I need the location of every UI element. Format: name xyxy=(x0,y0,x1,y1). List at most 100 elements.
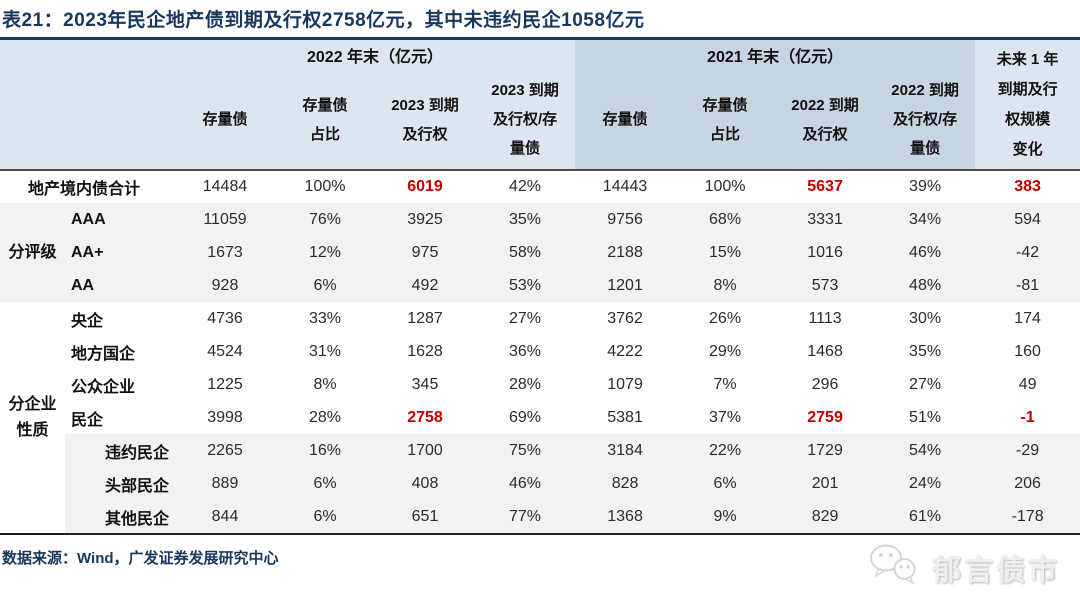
table-cell: 206 xyxy=(975,467,1080,500)
table-cell: 39% xyxy=(909,178,942,195)
table-cell: 2265 xyxy=(175,434,275,467)
table-cell: 3184 xyxy=(575,434,676,467)
table-row: AA 928 6% 492 53% 1201 8% 573 48% -81 xyxy=(0,269,1080,302)
table-cell: 54% xyxy=(875,434,976,467)
row-label: 头部民企 xyxy=(65,467,175,500)
table-row: 公众企业 1225 8% 345 28% 1079 7% 296 27% 49 xyxy=(0,368,1080,401)
table-cell: 1016 xyxy=(775,236,876,269)
table-row: AA+ 1673 12% 975 58% 2188 15% 1016 46% -42 xyxy=(0,236,1080,269)
table-cell: 6% xyxy=(275,500,375,533)
table-cell: 1673 xyxy=(175,236,275,269)
table-cell: 34% xyxy=(875,203,976,236)
column-header: 存量债 xyxy=(175,70,275,171)
table-cell: 1225 xyxy=(207,375,243,393)
table-cell: 201 xyxy=(775,467,876,500)
watermark-text: 郁言债市 xyxy=(931,554,1060,587)
column-header: 2022 到期 及行权/存 量债 xyxy=(875,70,976,171)
table-cell: 4524 xyxy=(207,342,243,360)
table-cell: 27% xyxy=(509,309,542,327)
table-header: 2022 年末（亿元） 2021 年末（亿元） 未来 1 年到期及行 权规模 变化 … xyxy=(0,40,1080,171)
table-cell: 1079 xyxy=(607,375,643,393)
column-header: 存量债 xyxy=(575,70,676,171)
watermark: 郁言债市 xyxy=(866,543,1070,592)
table-cell: 24% xyxy=(875,467,976,500)
table-cell: 1287 xyxy=(407,309,443,327)
table-cell: 15% xyxy=(675,236,776,269)
table-cell: 2758 xyxy=(407,408,443,426)
table-cell: 42% xyxy=(509,178,542,195)
table-cell: 46% xyxy=(475,467,576,500)
table-cell: 11059 xyxy=(175,203,275,236)
row-label: 公众企业 xyxy=(71,378,136,396)
table-cell: -81 xyxy=(975,269,1080,302)
table-cell: 12% xyxy=(275,236,375,269)
table-cell: 51% xyxy=(909,408,942,426)
table-cell: 5381 xyxy=(607,408,643,426)
table-cell: 28% xyxy=(308,408,342,426)
table-cell: 48% xyxy=(875,269,976,302)
table-row: 民企 3998 28% 2758 69% 5381 37% 2759 51% -1 xyxy=(0,401,1080,434)
table-cell: 829 xyxy=(775,500,876,533)
row-label: 央企 xyxy=(71,312,104,330)
table-cell: 16% xyxy=(275,434,375,467)
table-cell: 3925 xyxy=(375,203,475,236)
table-cell: 889 xyxy=(175,467,275,500)
table-cell: 1628 xyxy=(407,342,443,360)
table-cell: 36% xyxy=(509,342,542,360)
table-bottom-divider xyxy=(0,533,1080,535)
table-cell: 844 xyxy=(175,500,275,533)
table-row: 违约民企 2265 16% 1700 75% 3184 22% 1729 54% -29 xyxy=(0,434,1080,467)
table-cell: 61% xyxy=(875,500,976,533)
table-cell: 3762 xyxy=(607,309,643,327)
column-header: 2022 到期 及行权 xyxy=(775,70,876,171)
table-cell: 492 xyxy=(375,269,475,302)
table-cell: 1729 xyxy=(775,434,876,467)
table-cell: 27% xyxy=(909,375,942,393)
table-row: 其他民企 844 6% 651 77% 1368 9% 829 61% -178 xyxy=(0,500,1080,533)
table-cell: 928 xyxy=(175,269,275,302)
table-cell: 100% xyxy=(304,178,346,195)
table-cell: 5637 xyxy=(807,178,843,195)
table-cell: -178 xyxy=(975,500,1080,533)
row-group-label: 分企业 性质 xyxy=(0,302,65,533)
table-cell: 408 xyxy=(375,467,475,500)
table-cell: 828 xyxy=(575,467,676,500)
table-cell: 6% xyxy=(675,467,776,500)
table-cell: 594 xyxy=(975,203,1080,236)
title-divider xyxy=(0,37,1080,40)
row-label: 地方国企 xyxy=(71,345,136,363)
table-cell: 35% xyxy=(475,203,576,236)
table-cell: 14443 xyxy=(602,178,648,195)
row-label: 地产境内债合计 xyxy=(28,181,141,198)
header-group-2022: 2022 年末（亿元） xyxy=(175,40,576,70)
table-cell: 58% xyxy=(475,236,576,269)
table-cell: 69% xyxy=(509,408,542,426)
table-body: 地产境内债合计 14484 100% 6019 42% 14443 100% 5637 39% 3… xyxy=(0,170,1080,533)
table-cell: 1201 xyxy=(575,269,676,302)
table-cell: 8% xyxy=(675,269,776,302)
table-cell: -29 xyxy=(975,434,1080,467)
column-header: 存量债 占比 xyxy=(275,70,375,171)
table-cell: 651 xyxy=(375,500,475,533)
table-cell: 2759 xyxy=(807,408,843,426)
table-row: 分企业 性质 央企 4736 33% 1287 27% 3762 26% 1113 30% 174 xyxy=(0,302,1080,533)
table-cell: 160 xyxy=(1014,342,1041,360)
table-cell: 29% xyxy=(709,342,742,360)
table-cell: -42 xyxy=(975,236,1080,269)
header-change-column: 未来 1 年到期及行 权规模 变化 xyxy=(975,40,1080,171)
table-cell: 9% xyxy=(675,500,776,533)
table-cell: 975 xyxy=(375,236,475,269)
header-corner xyxy=(0,40,175,171)
table-row: 分评级 AAA 11059 76% 3925 35% 9756 68% 3331 34% 594 xyxy=(0,203,1080,302)
table-cell: 345 xyxy=(411,375,439,393)
table-cell: 9756 xyxy=(575,203,676,236)
table-cell: 296 xyxy=(811,375,839,393)
table-cell: 6% xyxy=(275,269,375,302)
row-label: 民企 xyxy=(71,411,104,429)
data-table: 2022 年末（亿元） 2021 年末（亿元） 未来 1 年到期及行 权规模 变化 … xyxy=(0,40,1080,533)
table-cell: 174 xyxy=(1014,309,1041,327)
table-cell: 1700 xyxy=(375,434,475,467)
table-row: 地方国企 4524 31% 1628 36% 4222 29% 1468 35% 160 xyxy=(0,335,1080,368)
footer: 数据来源：Wind，广发证券发展研究中心 郁言债市 xyxy=(0,535,1080,592)
